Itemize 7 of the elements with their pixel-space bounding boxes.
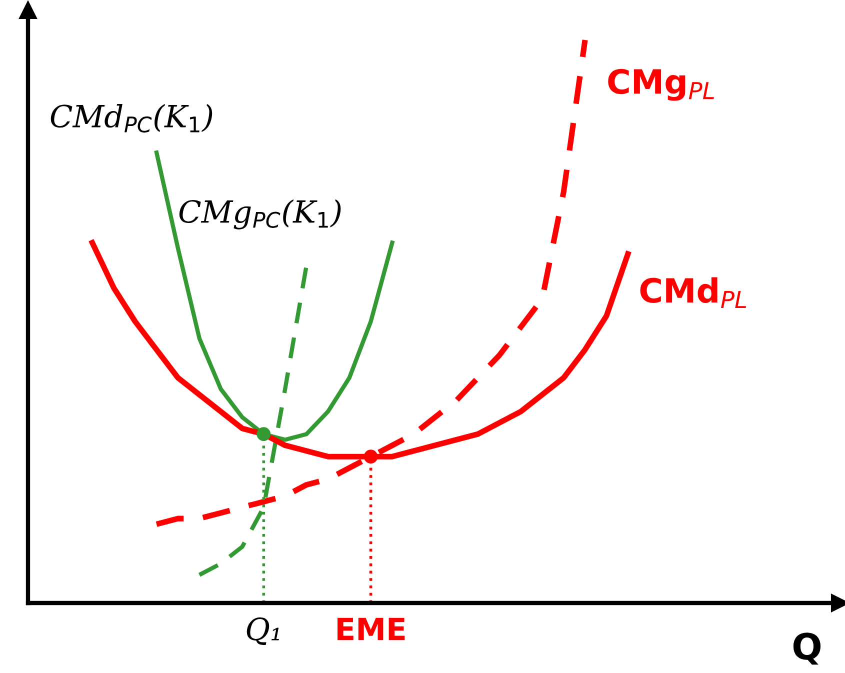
x-tick-label: Q₁ — [246, 617, 279, 645]
x-tick-label: EME — [338, 618, 405, 640]
series-label: CMg$_{PC}$(K$_{1}$) — [179, 199, 341, 230]
series-label: CMd$_{PC}$(K$_{1}$) — [50, 104, 212, 133]
x-axis-title: Q — [793, 632, 821, 665]
series-label: CMg$_{PL}$ — [608, 68, 714, 101]
series-label: CMd$_{PL}$ — [640, 277, 746, 308]
